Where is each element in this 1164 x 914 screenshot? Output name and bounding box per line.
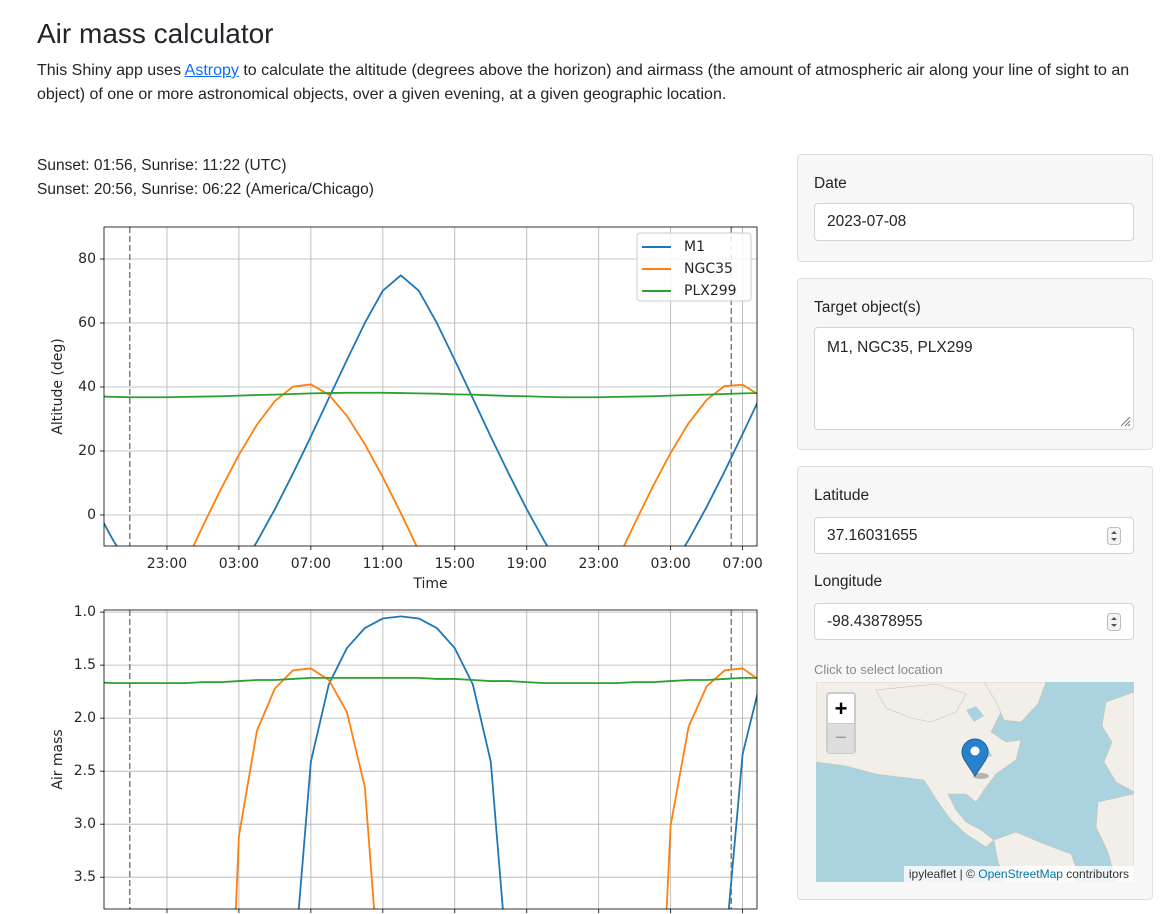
- y-tick-label: 3.5: [74, 869, 96, 885]
- zoom-in[interactable]: +: [828, 694, 854, 724]
- astropy-link[interactable]: Astropy: [184, 62, 239, 79]
- y-tick-label: 1.0: [74, 604, 96, 620]
- app-title: Air mass calculator: [37, 18, 274, 49]
- series-line: [104, 676, 757, 685]
- series-line: [297, 615, 757, 909]
- y-tick-label: 1.5: [74, 657, 96, 673]
- y-tick-label: 80: [78, 251, 96, 267]
- x-tick-label: 23:00: [147, 556, 187, 572]
- x-tick-label: 11:00: [363, 556, 403, 572]
- date-label: Date: [814, 175, 847, 192]
- targets-card: Target object(s) M1, NGC35, PLX299: [797, 278, 1153, 450]
- map[interactable]: + − ipyleaflet | © OpenStreetMap contrib…: [816, 682, 1134, 882]
- y-axis-label: Air mass: [50, 729, 66, 789]
- x-tick-label: 07:00: [291, 556, 331, 572]
- plot-frame: [103, 226, 758, 547]
- y-tick-label: 2.0: [74, 710, 96, 726]
- y-axis-label: Altitude (deg): [50, 338, 66, 434]
- series-line: [192, 383, 757, 546]
- attribution: ipyleaflet | © OpenStreetMap contributor…: [903, 866, 1134, 882]
- series-line: [104, 274, 757, 546]
- targets-value: M1, NGC35, PLX299: [827, 339, 973, 356]
- legend-label: PLX299: [684, 283, 737, 299]
- description: This Shiny app uses Astropy to calculate…: [37, 59, 1147, 107]
- spinner[interactable]: [1107, 527, 1121, 545]
- map-marker[interactable]: [961, 738, 989, 779]
- x-tick-label: 07:00: [722, 556, 762, 572]
- date-card: Date 2023-07-08: [797, 154, 1153, 262]
- date-input[interactable]: 2023-07-08: [814, 203, 1134, 241]
- latitude-input[interactable]: 37.16031655: [814, 517, 1134, 554]
- zoom-control: + −: [826, 692, 856, 754]
- longitude-label: Longitude: [814, 573, 883, 590]
- targets-label: Target object(s): [814, 299, 921, 316]
- legend-label: M1: [684, 239, 705, 255]
- attribution-text: contributors: [1066, 867, 1129, 881]
- y-tick-label: 60: [78, 315, 96, 331]
- x-tick-label: 03:00: [650, 556, 690, 572]
- latitude-value: 37.16031655: [827, 527, 918, 544]
- x-tick-label: 19:00: [507, 556, 547, 572]
- y-tick-label: 2.5: [74, 763, 96, 779]
- longitude-input[interactable]: -98.43878955: [814, 603, 1134, 640]
- plot-frame: [103, 609, 758, 910]
- x-tick-label: 15:00: [435, 556, 475, 572]
- spinner[interactable]: [1107, 613, 1121, 631]
- resize-grip[interactable]: [1119, 415, 1131, 427]
- map-hint: Click to select location: [814, 662, 943, 677]
- description-text: This Shiny app uses: [37, 62, 185, 79]
- y-tick-label: 40: [78, 379, 96, 395]
- latitude-label: Latitude: [814, 487, 870, 504]
- y-tick-label: 3.0: [74, 816, 96, 832]
- x-tick-label: 03:00: [219, 556, 259, 572]
- sun-times-local: Sunset: 20:56, Sunrise: 06:22 (America/C…: [37, 181, 374, 198]
- legend: M1 NGC35 PLX299: [636, 232, 752, 302]
- x-tick-label: 23:00: [579, 556, 619, 572]
- location-card: Latitude 37.16031655 Longitude -98.43878…: [797, 466, 1153, 900]
- plot-background: [104, 610, 757, 909]
- sun-times-utc: Sunset: 01:56, Sunrise: 11:22 (UTC): [37, 157, 287, 174]
- legend-label: NGC35: [684, 261, 733, 277]
- attribution-separator: |: [959, 867, 963, 881]
- charts: 23:00 03:00 07:00 11:00 15:00 19:00 23:00 03:00…: [50, 226, 763, 913]
- zoom-out[interactable]: −: [828, 724, 854, 753]
- series-line: [104, 391, 757, 399]
- targets-textarea[interactable]: M1, NGC35, PLX299: [814, 327, 1134, 430]
- x-axis-label: Time: [412, 576, 447, 592]
- series-line: [234, 667, 757, 909]
- legend-box: [636, 232, 752, 302]
- map-tiles[interactable]: [816, 682, 1134, 882]
- attribution-library: ipyleaflet: [908, 867, 957, 881]
- longitude-value: -98.43878955: [827, 613, 923, 630]
- y-tick-label: 0: [87, 507, 96, 523]
- attribution-copyright: ©: [966, 867, 975, 881]
- y-tick-label: 20: [78, 443, 96, 459]
- description-text: to calculate the altitude (degrees above…: [37, 62, 1130, 103]
- osm-link[interactable]: OpenStreetMap: [978, 867, 1063, 881]
